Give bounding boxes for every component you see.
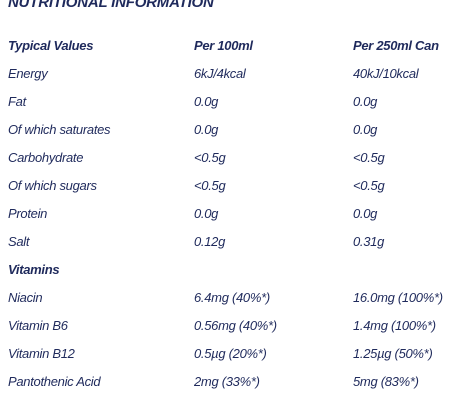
- row-label: Niacin: [8, 290, 43, 305]
- cell-value: 0.5µg (20%*): [194, 346, 267, 361]
- column-header: Per 250ml Can: [353, 38, 439, 53]
- row-label: Carbohydrate: [8, 150, 84, 165]
- row-label: Pantothenic Acid: [8, 374, 101, 389]
- cell-value: 1.4mg (100%*): [353, 318, 436, 333]
- row-label: Of which sugars: [8, 178, 97, 193]
- cell-value: 0.56mg (40%*): [194, 318, 277, 333]
- cell-value: 16.0mg (100%*): [353, 290, 443, 305]
- cell-value: 6kJ/4kcal: [194, 66, 246, 81]
- cell-value: <0.5g: [353, 150, 385, 165]
- cell-value: <0.5g: [194, 150, 226, 165]
- cell-value: 0.0g: [353, 206, 378, 221]
- row-label: Fat: [8, 94, 26, 109]
- cell-value: 5mg (83%*): [353, 374, 419, 389]
- cell-value: 0.0g: [194, 206, 219, 221]
- cell-value: 0.12g: [194, 234, 226, 249]
- row-label: Salt: [8, 234, 30, 249]
- row-label: Vitamin B6: [8, 318, 68, 333]
- cell-value: 2mg (33%*): [194, 374, 260, 389]
- section-header: Vitamins: [8, 262, 60, 277]
- cell-value: 0.31g: [353, 234, 385, 249]
- row-label: Protein: [8, 206, 48, 221]
- cell-value: 40kJ/10kcal: [353, 66, 419, 81]
- cell-value: <0.5g: [353, 178, 385, 193]
- column-header: Typical Values: [8, 38, 94, 53]
- cell-value: 0.0g: [353, 122, 378, 137]
- row-label: Vitamin B12: [8, 346, 75, 361]
- cell-value: <0.5g: [194, 178, 226, 193]
- cell-value: 0.0g: [194, 94, 219, 109]
- cell-value: 0.0g: [194, 122, 219, 137]
- row-label: Energy: [8, 66, 48, 81]
- row-label: Of which saturates: [8, 122, 111, 137]
- title: NUTRITIONAL INFORMATION: [8, 0, 214, 11]
- cell-value: 6.4mg (40%*): [194, 290, 270, 305]
- column-header: Per 100ml: [194, 38, 253, 53]
- cell-value: 0.0g: [353, 94, 378, 109]
- cell-value: 1.25µg (50%*): [353, 346, 433, 361]
